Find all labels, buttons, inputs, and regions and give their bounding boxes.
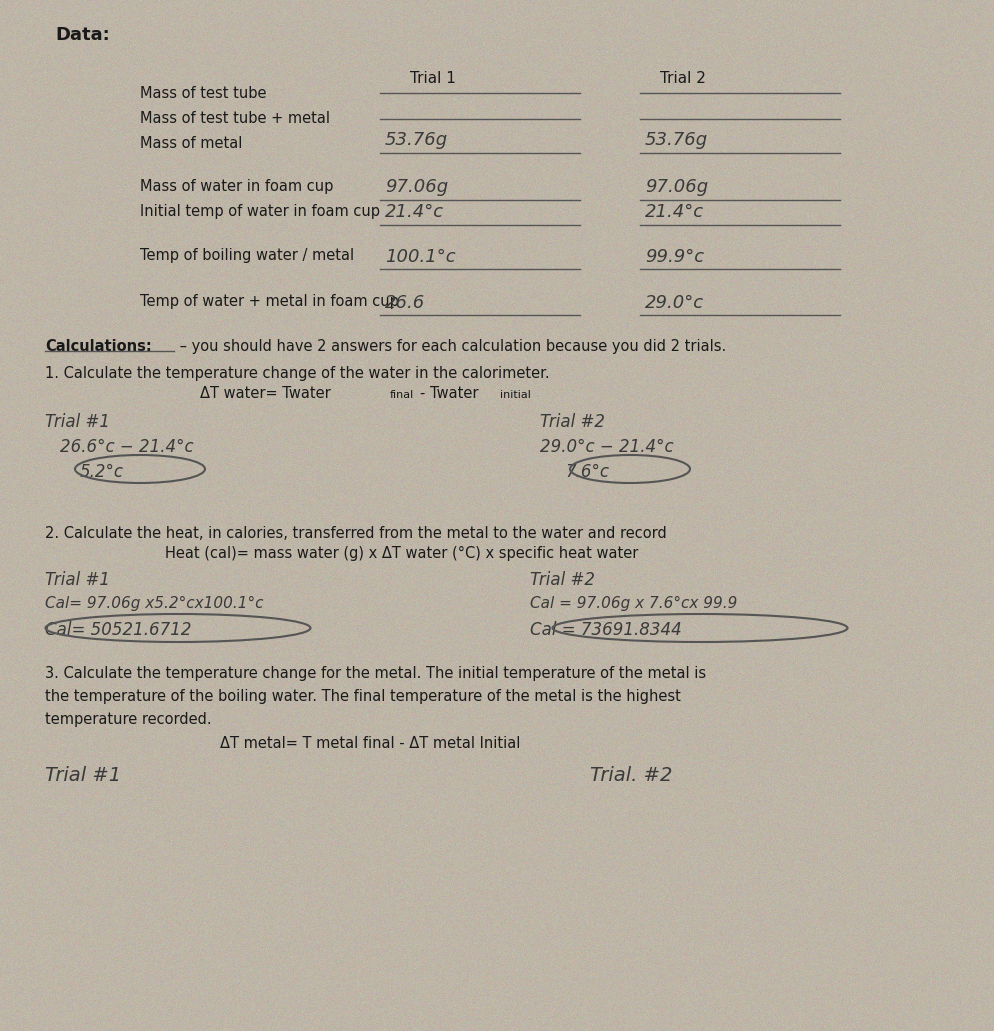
Text: Trial 2: Trial 2 bbox=[659, 71, 705, 86]
Text: Trial 1: Trial 1 bbox=[410, 71, 455, 86]
Text: 1. Calculate the temperature change of the water in the calorimeter.: 1. Calculate the temperature change of t… bbox=[45, 366, 549, 381]
Text: 5.2°c: 5.2°c bbox=[80, 463, 124, 481]
Text: 7.6°c: 7.6°c bbox=[565, 463, 608, 481]
Text: Trial #2: Trial #2 bbox=[530, 571, 594, 589]
Text: 100.1°c: 100.1°c bbox=[385, 248, 455, 266]
Text: 53.76g: 53.76g bbox=[644, 131, 708, 149]
Text: Cal= 50521.6712: Cal= 50521.6712 bbox=[45, 621, 191, 639]
Text: – you should have 2 answers for each calculation because you did 2 trials.: – you should have 2 answers for each cal… bbox=[175, 339, 726, 354]
Text: Mass of water in foam cup: Mass of water in foam cup bbox=[140, 179, 333, 194]
Text: Trial. #2: Trial. #2 bbox=[589, 766, 672, 785]
Text: 21.4°c: 21.4°c bbox=[644, 203, 704, 221]
Text: Cal = 97.06g x 7.6°cx 99.9: Cal = 97.06g x 7.6°cx 99.9 bbox=[530, 596, 737, 611]
Text: Mass of test tube: Mass of test tube bbox=[140, 86, 266, 101]
Text: 26.6°c − 21.4°c: 26.6°c − 21.4°c bbox=[60, 438, 194, 456]
Text: Data:: Data: bbox=[55, 26, 109, 44]
Text: - Twater: - Twater bbox=[419, 386, 483, 401]
Text: Trial #1: Trial #1 bbox=[45, 571, 110, 589]
Text: 97.06g: 97.06g bbox=[385, 178, 447, 196]
Text: Trial #2: Trial #2 bbox=[540, 413, 604, 431]
Text: Trial #1: Trial #1 bbox=[45, 766, 121, 785]
Text: ΔT water= Twater: ΔT water= Twater bbox=[200, 386, 335, 401]
Text: Initial temp of water in foam cup: Initial temp of water in foam cup bbox=[140, 204, 380, 219]
Text: the temperature of the boiling water. The final temperature of the metal is the : the temperature of the boiling water. Th… bbox=[45, 689, 680, 704]
Text: 21.4°c: 21.4°c bbox=[385, 203, 443, 221]
Text: Mass of metal: Mass of metal bbox=[140, 136, 243, 151]
Text: 2. Calculate the heat, in calories, transferred from the metal to the water and : 2. Calculate the heat, in calories, tran… bbox=[45, 526, 666, 541]
Text: Mass of test tube + metal: Mass of test tube + metal bbox=[140, 111, 330, 126]
Text: 3. Calculate the temperature change for the metal. The initial temperature of th: 3. Calculate the temperature change for … bbox=[45, 666, 706, 681]
Text: Cal = 73691.8344: Cal = 73691.8344 bbox=[530, 621, 681, 639]
Text: temperature recorded.: temperature recorded. bbox=[45, 712, 212, 727]
Text: Calculations:: Calculations: bbox=[45, 339, 152, 354]
Text: Temp of water + metal in foam cup: Temp of water + metal in foam cup bbox=[140, 294, 399, 309]
Text: 99.9°c: 99.9°c bbox=[644, 248, 704, 266]
Text: Temp of boiling water / metal: Temp of boiling water / metal bbox=[140, 248, 354, 263]
Text: 53.76g: 53.76g bbox=[385, 131, 447, 149]
Text: Heat (cal)= mass water (g) x ΔT water (°C) x specific heat water: Heat (cal)= mass water (g) x ΔT water (°… bbox=[165, 546, 638, 561]
Text: final: final bbox=[390, 390, 414, 400]
Text: 29.0°c − 21.4°c: 29.0°c − 21.4°c bbox=[540, 438, 673, 456]
Text: ΔT metal= T metal final - ΔT metal Initial: ΔT metal= T metal final - ΔT metal Initi… bbox=[220, 736, 520, 751]
Text: initial: initial bbox=[500, 390, 531, 400]
Text: 97.06g: 97.06g bbox=[644, 178, 708, 196]
Text: Cal= 97.06g x5.2°cx100.1°c: Cal= 97.06g x5.2°cx100.1°c bbox=[45, 596, 263, 611]
Text: 29.0°c: 29.0°c bbox=[644, 294, 704, 312]
Text: 26.6: 26.6 bbox=[385, 294, 424, 312]
Text: Trial #1: Trial #1 bbox=[45, 413, 110, 431]
